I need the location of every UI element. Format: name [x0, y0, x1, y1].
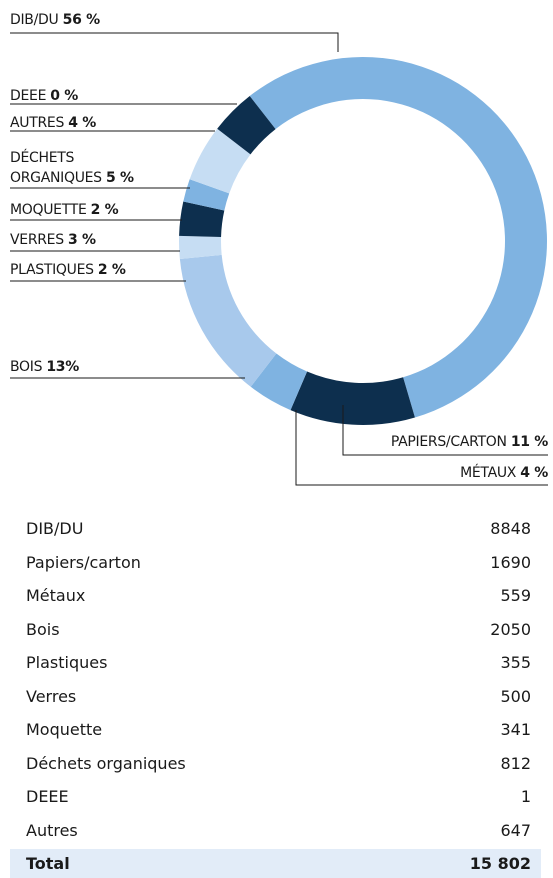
table-row: Papiers/carton 1690: [10, 547, 541, 579]
slice-label: AUTRES 4 %: [10, 113, 96, 133]
table-row: DIB/DU 8848: [10, 513, 541, 545]
slice-name: BOIS: [10, 359, 43, 375]
row-value: 341: [500, 720, 531, 739]
donut-slice: [179, 254, 277, 387]
table-row: Bois 2050: [10, 614, 541, 646]
slice-name: MOQUETTE: [10, 202, 87, 218]
slice-name: VERRES: [10, 232, 64, 248]
leader-line: [10, 32, 339, 52]
table-row: Verres 500: [10, 681, 541, 713]
slice-name: DEEE: [10, 88, 47, 104]
row-name: Métaux: [26, 586, 86, 605]
row-value: 812: [500, 753, 531, 773]
slice-value: 4 %: [68, 115, 96, 131]
slice-label: DEEE 0 %: [10, 86, 78, 106]
row-value: 2050: [490, 619, 531, 639]
donut-slice: [249, 57, 547, 418]
total-value: 15 802: [469, 854, 531, 873]
row-name: Papiers/carton: [26, 552, 141, 572]
table-row: Autres 647: [10, 815, 541, 847]
row-value: 1690: [490, 552, 531, 572]
row-name: Moquette: [26, 720, 103, 739]
row-name: Verres: [26, 686, 77, 706]
slice-value: 5 %: [105, 170, 134, 186]
donut-slice: [179, 235, 222, 259]
row-value: 1: [520, 787, 531, 806]
table-row: Métaux 559: [10, 580, 541, 612]
row-name: Bois: [26, 619, 60, 639]
row-name: Plastiques: [26, 653, 108, 672]
slice-label: VERRES 3 %: [10, 230, 96, 250]
slice-label: MÉTAUX 4 %: [460, 463, 548, 483]
slice-name: DIB/DU: [10, 12, 59, 28]
row-value: 500: [500, 686, 531, 706]
slice-label: PAPIERS/CARTON 11 %: [391, 432, 548, 452]
slice-label: MOQUETTE 2 %: [10, 200, 119, 220]
chart: [10, 32, 548, 486]
slice-value: 11 %: [510, 434, 548, 450]
slice-value: 2 %: [97, 262, 126, 278]
slice-value: 0 %: [50, 88, 79, 104]
table-row: Moquette 341: [10, 714, 541, 746]
total-name: Total: [26, 854, 70, 873]
table-row: Déchets organiques 812: [10, 748, 541, 780]
slice-name: MÉTAUX: [460, 465, 517, 481]
slice-value: 2 %: [90, 202, 119, 218]
slice-name: AUTRES: [10, 115, 65, 131]
slice-name: PLASTIQUES: [10, 262, 94, 278]
row-name: Autres: [26, 820, 78, 840]
slice-label: BOIS 13%: [10, 357, 79, 377]
donut-slice: [183, 179, 230, 211]
table-row: DEEE 1: [10, 781, 541, 813]
donut-slice: [290, 371, 415, 425]
slice-name: DÉCHETS ORGANIQUES: [10, 150, 102, 186]
row-value: 559: [500, 586, 531, 605]
slice-value: 3 %: [67, 232, 96, 248]
slice-value: 56 %: [62, 12, 100, 28]
row-value: 8848: [490, 519, 531, 538]
slice-label: DÉCHETS ORGANIQUES 5 %: [10, 148, 160, 188]
table-row: Plastiques 355: [10, 647, 541, 679]
row-name: DIB/DU: [26, 519, 84, 538]
donut-slice: [179, 201, 225, 238]
leader-line: [295, 410, 548, 486]
donut-slice: [250, 353, 308, 411]
row-name: DEEE: [26, 787, 69, 806]
donut-slice: [189, 128, 251, 194]
leader-line: [342, 405, 548, 456]
row-value: 647: [500, 820, 531, 840]
row-name: Déchets organiques: [26, 753, 186, 773]
slice-label: PLASTIQUES 2 %: [10, 260, 126, 280]
donut-slice: [217, 96, 276, 155]
slice-label: DIB/DU 56 %: [10, 10, 100, 30]
total-row: Total 15 802: [10, 849, 541, 878]
slice-value: 4 %: [520, 465, 548, 481]
slice-value: 13%: [46, 359, 79, 375]
row-value: 355: [500, 653, 531, 672]
slice-name: PAPIERS/CARTON: [390, 434, 507, 450]
